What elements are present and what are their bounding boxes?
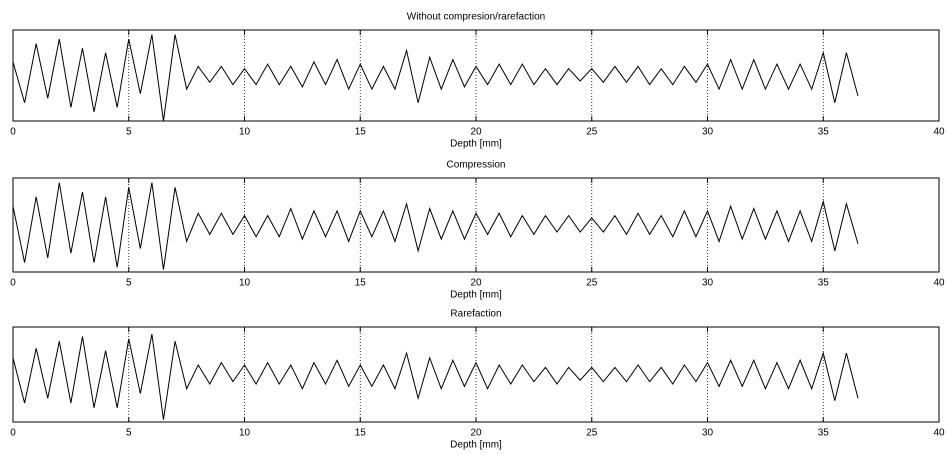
x-tick-label: 10 [239,278,251,289]
x-tick-label: 0 [10,278,16,289]
x-tick-label: 10 [239,127,251,138]
signal-line [12,34,859,122]
chart-title: Rarefaction [450,309,501,320]
x-tick-label: 35 [818,428,830,439]
x-tick-label: 20 [470,127,482,138]
plot-area [12,177,940,273]
x-tick-label: 20 [470,428,482,439]
signal-line [12,182,859,270]
x-tick-label: 5 [126,428,132,439]
x-tick-label: 0 [10,428,16,439]
x-tick-label: 15 [355,127,367,138]
x-tick-label: 30 [702,428,714,439]
plot-area [12,326,940,423]
x-tick-label: 30 [702,127,714,138]
chart-title: Without compresion/rarefaction [407,12,545,23]
x-tick-label: 35 [818,278,830,289]
x-tick-label: 5 [126,127,132,138]
x-tick-label: 25 [586,428,598,439]
x-tick-label: 30 [702,278,714,289]
x-tick-label: 25 [586,278,598,289]
signal-line [12,334,859,420]
x-tick-label: 35 [818,127,830,138]
x-tick-label: 20 [470,278,482,289]
x-tick-label: 15 [355,278,367,289]
x-tick-label: 40 [933,278,945,289]
x-tick-label: 40 [933,127,945,138]
x-tick-label: 0 [10,127,16,138]
x-tick-label: 10 [239,428,251,439]
x-axis-label: Depth [mm] [450,290,502,301]
x-tick-label: 25 [586,127,598,138]
x-axis-label: Depth [mm] [450,139,502,150]
x-axis-label: Depth [mm] [450,440,502,451]
x-tick-label: 15 [355,428,367,439]
chart-title: Compression [447,160,506,171]
x-tick-label: 5 [126,278,132,289]
x-tick-label: 40 [933,428,945,439]
